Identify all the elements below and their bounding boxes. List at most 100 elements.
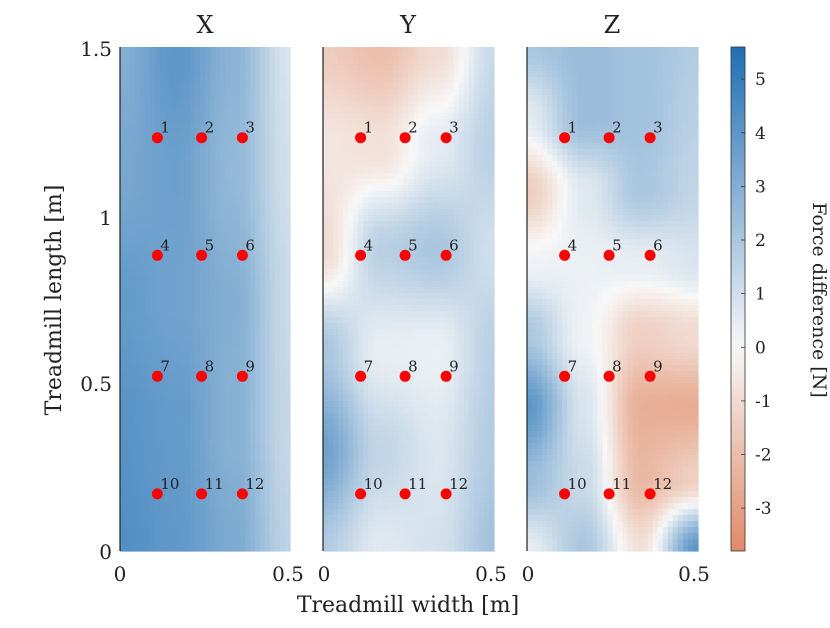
heatmap-cell — [489, 149, 495, 156]
heatmap-cell — [454, 83, 460, 90]
heatmap-cell — [215, 401, 221, 408]
heatmap-cell — [250, 545, 256, 552]
heatmap-cell — [210, 293, 216, 300]
heatmap-cell — [373, 329, 379, 336]
heatmap-cell — [275, 431, 281, 438]
heatmap-cell — [343, 359, 349, 366]
heatmap-cell — [190, 521, 196, 528]
heatmap-cell — [175, 185, 181, 192]
heatmap-cell — [429, 275, 435, 282]
heatmap-cell — [388, 317, 394, 324]
heatmap-cell — [464, 83, 470, 90]
heatmap-cell — [165, 161, 171, 168]
heatmap-cell — [175, 77, 181, 84]
heatmap-cell — [200, 191, 206, 198]
heatmap-cell — [125, 137, 131, 144]
heatmap-cell — [185, 155, 191, 162]
heatmap-cell — [155, 167, 161, 174]
heatmap-cell — [270, 341, 276, 348]
heatmap-cell — [434, 95, 440, 102]
heatmap-cell — [135, 125, 141, 132]
point-label-2: 2 — [205, 119, 215, 137]
heatmap-cell — [270, 413, 276, 420]
heatmap-cell — [140, 443, 146, 450]
heatmap-cell — [419, 281, 425, 288]
heatmap-cell — [378, 71, 384, 78]
heatmap-cell — [348, 323, 354, 330]
heatmap-cell — [220, 131, 226, 138]
heatmap-cell — [353, 149, 359, 156]
heatmap-cell — [235, 83, 241, 90]
heatmap-cell — [378, 377, 384, 384]
point-label-3: 3 — [245, 119, 255, 137]
heatmap-cell — [474, 125, 480, 132]
heatmap-cell — [383, 389, 389, 396]
heatmap-cell — [130, 305, 136, 312]
heatmap-cell — [230, 257, 236, 264]
heatmap-cell — [250, 299, 256, 306]
heatmap-cell — [338, 167, 344, 174]
heatmap-cell — [220, 287, 226, 294]
heatmap-cell — [439, 407, 445, 414]
heatmap-cell — [240, 509, 246, 516]
heatmap-cell — [439, 77, 445, 84]
heatmap-cell — [280, 359, 286, 366]
heatmap-cell — [393, 65, 399, 72]
heatmap-cell — [195, 221, 201, 228]
heatmap-cell — [280, 383, 286, 390]
heatmap-cell — [245, 533, 251, 540]
heatmap-cell — [403, 53, 409, 60]
heatmap-cell — [240, 281, 246, 288]
heatmap-cell — [414, 401, 420, 408]
heatmap-cell — [170, 269, 176, 276]
heatmap-cell — [250, 281, 256, 288]
heatmap-cell — [205, 95, 211, 102]
heatmap-cell — [265, 431, 271, 438]
heatmap-cell — [343, 293, 349, 300]
heatmap-cell — [449, 59, 455, 66]
heatmap-cell — [270, 269, 276, 276]
heatmap-cell — [255, 131, 261, 138]
heatmap-cell — [403, 65, 409, 72]
heatmap-cell — [333, 257, 339, 264]
heatmap-cell — [398, 101, 404, 108]
heatmap-cell — [215, 497, 221, 504]
heatmap-cell — [190, 47, 196, 54]
heatmap-cell — [403, 269, 409, 276]
heatmap-cell — [378, 365, 384, 372]
heatmap-cell — [459, 347, 465, 354]
heatmap-cell — [255, 65, 261, 72]
heatmap-cell — [388, 173, 394, 180]
heatmap-cell — [328, 413, 334, 420]
heatmap-cell — [489, 257, 495, 264]
heatmap-cell — [333, 389, 339, 396]
heatmap-cell — [444, 281, 450, 288]
heatmap-cell — [190, 491, 196, 498]
heatmap-cell — [280, 167, 286, 174]
heatmap-cell — [170, 197, 176, 204]
heatmap-cell — [185, 401, 191, 408]
heatmap-cell — [424, 317, 430, 324]
heatmap-cell — [180, 287, 186, 294]
heatmap-cell — [235, 317, 241, 324]
heatmap-cell — [489, 371, 495, 378]
heatmap-cell — [260, 365, 266, 372]
heatmap-cell — [429, 137, 435, 144]
heatmap-cell — [195, 113, 201, 120]
heatmap-cell — [270, 383, 276, 390]
heatmap-cell — [195, 443, 201, 450]
heatmap-cell — [175, 119, 181, 126]
heatmap-cell — [150, 179, 156, 186]
heatmap-cell — [125, 191, 131, 198]
heatmap-cell — [205, 527, 211, 534]
heatmap-cell — [474, 53, 480, 60]
heatmap-cell — [328, 71, 334, 78]
heatmap-cell — [474, 329, 480, 336]
heatmap-cell — [328, 227, 334, 234]
heatmap-cell — [150, 281, 156, 288]
heatmap-cell — [140, 533, 146, 540]
heatmap-cell — [140, 491, 146, 498]
heatmap-cell — [270, 419, 276, 426]
heatmap-cell — [120, 245, 126, 252]
heatmap-cell — [200, 305, 206, 312]
